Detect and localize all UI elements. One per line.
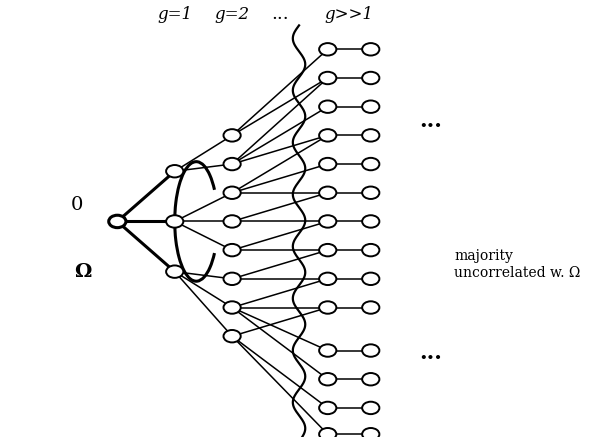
Ellipse shape [319,158,337,170]
Ellipse shape [362,301,379,314]
Ellipse shape [166,165,184,177]
Text: g=1: g=1 [157,6,192,23]
Ellipse shape [319,72,337,84]
Ellipse shape [319,344,337,357]
Ellipse shape [223,330,241,343]
Ellipse shape [223,272,241,285]
Ellipse shape [223,158,241,170]
Ellipse shape [362,402,379,414]
Ellipse shape [166,215,184,228]
Ellipse shape [223,301,241,314]
Text: ...: ... [419,342,442,364]
Ellipse shape [319,129,337,141]
Ellipse shape [319,428,337,438]
Ellipse shape [319,402,337,414]
Ellipse shape [362,187,379,199]
Ellipse shape [362,373,379,385]
Ellipse shape [362,72,379,84]
Ellipse shape [319,187,337,199]
Ellipse shape [166,265,184,278]
Text: 0: 0 [70,196,83,214]
Ellipse shape [109,215,126,228]
Text: ...: ... [271,5,289,23]
Ellipse shape [319,43,337,56]
Text: Ω: Ω [74,263,92,281]
Ellipse shape [319,272,337,285]
Ellipse shape [362,43,379,56]
Ellipse shape [362,244,379,256]
Ellipse shape [362,428,379,438]
Text: majority
uncorrelated w. Ω: majority uncorrelated w. Ω [455,249,581,279]
Ellipse shape [362,272,379,285]
Ellipse shape [223,244,241,256]
Text: g>>1: g>>1 [325,6,374,23]
Ellipse shape [223,215,241,228]
Ellipse shape [362,215,379,228]
Ellipse shape [362,129,379,141]
Ellipse shape [362,100,379,113]
Text: ...: ... [419,110,442,132]
Ellipse shape [223,129,241,141]
Text: g=2: g=2 [215,6,250,23]
Ellipse shape [223,187,241,199]
Ellipse shape [319,215,337,228]
Ellipse shape [319,244,337,256]
Ellipse shape [319,373,337,385]
Ellipse shape [362,344,379,357]
Ellipse shape [319,301,337,314]
Ellipse shape [362,158,379,170]
Ellipse shape [319,100,337,113]
